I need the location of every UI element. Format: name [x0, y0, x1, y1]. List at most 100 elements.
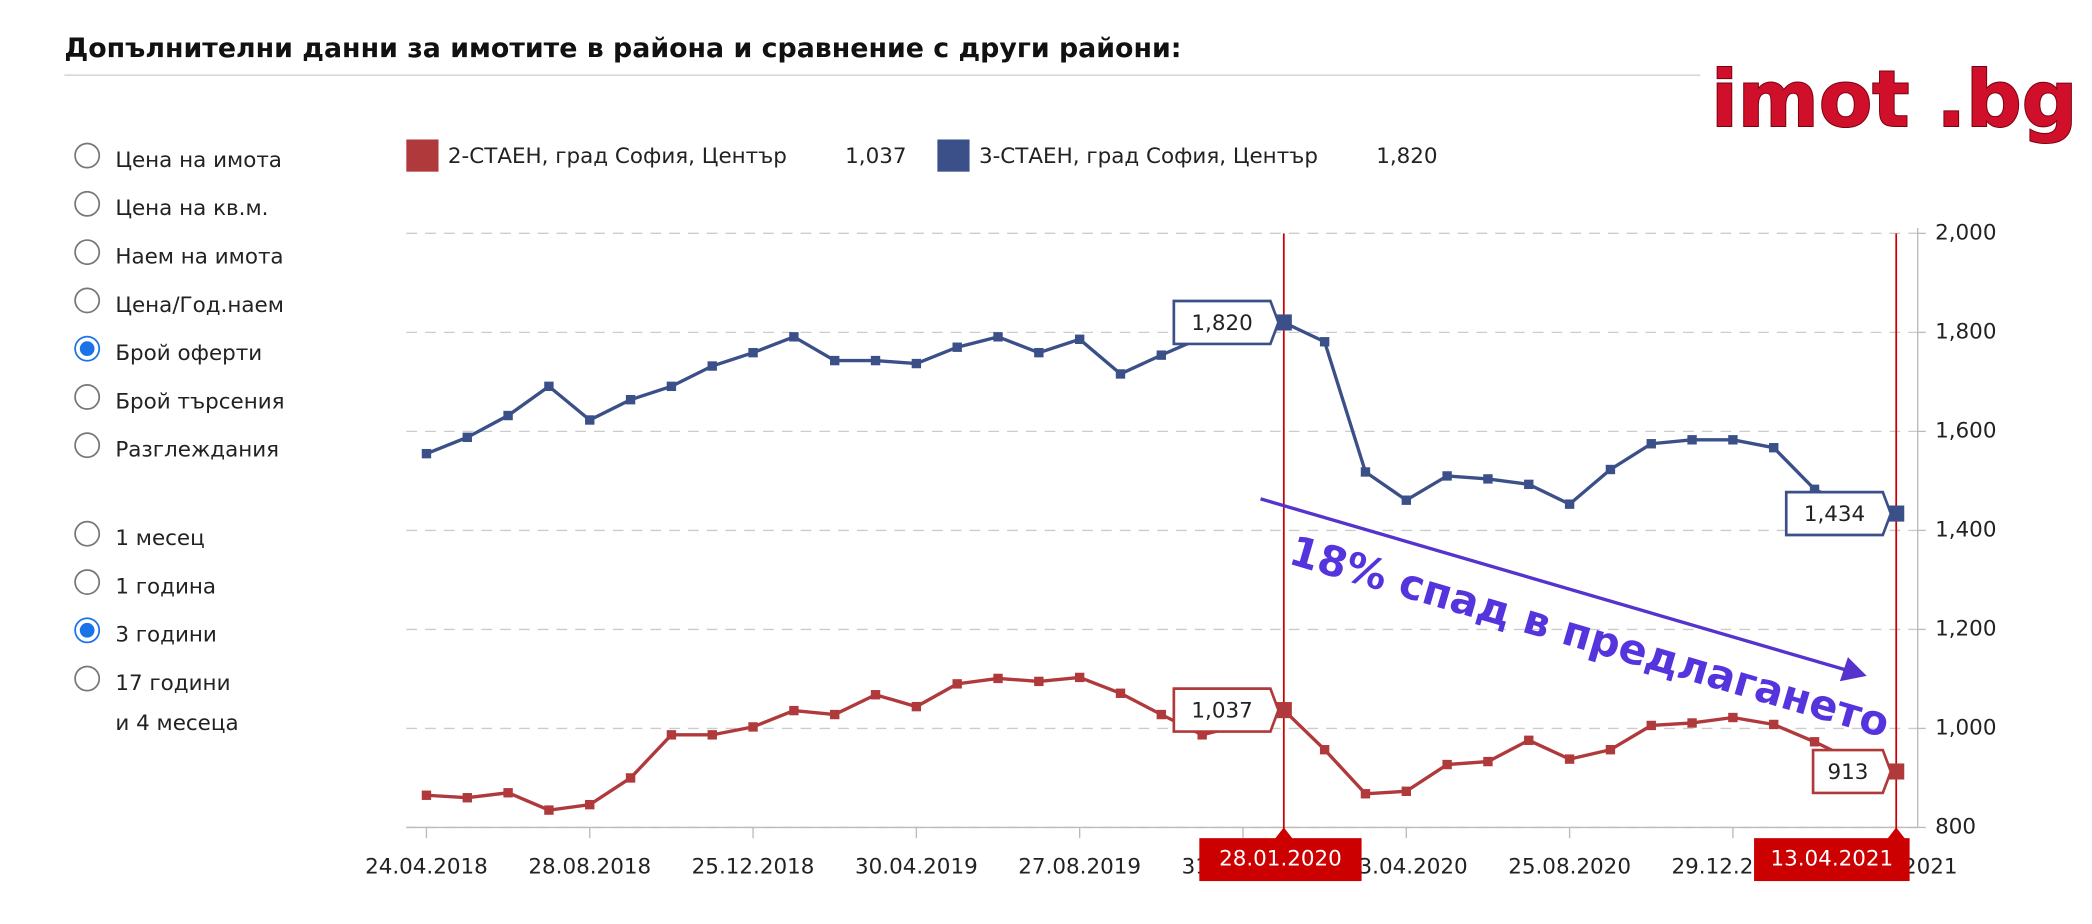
- callout-box: [1172, 299, 1280, 346]
- data-point: [1360, 467, 1371, 477]
- data-point: [462, 793, 472, 803]
- x-tick-label: 25.12.2018: [692, 855, 815, 880]
- data-point: [993, 673, 1003, 684]
- radio-label[interactable]: 17 години: [115, 671, 230, 696]
- radio-label[interactable]: Брой търсения: [115, 389, 284, 414]
- data-point: [1442, 759, 1452, 770]
- data-point: [1728, 712, 1738, 723]
- data-point: [1888, 763, 1905, 780]
- data-point: [1442, 471, 1452, 481]
- legend-value: 1,820: [1376, 144, 1437, 169]
- legend-swatch[interactable]: [937, 139, 970, 172]
- radio-label[interactable]: Цена на кв.м.: [115, 196, 268, 221]
- y-tick-label: 800: [1935, 814, 1976, 839]
- radio-button[interactable]: [74, 569, 101, 595]
- radio-label[interactable]: 3 години: [115, 623, 217, 648]
- data-point: [993, 332, 1003, 342]
- data-point: [666, 381, 677, 392]
- callout-box: [1172, 687, 1280, 733]
- radio-button[interactable]: [74, 665, 101, 692]
- marker-badge: [1199, 838, 1362, 882]
- legend-label[interactable]: 2-СТАЕН, град София, Център: [448, 144, 787, 169]
- data-point: [830, 709, 840, 720]
- callout-label: 913: [1827, 760, 1868, 785]
- data-point: [503, 788, 513, 798]
- x-tick-label: 27.08.2019: [1018, 855, 1141, 880]
- data-point: [1646, 720, 1656, 731]
- data-point: [870, 690, 881, 700]
- radio-label[interactable]: Разглеждания: [115, 438, 279, 463]
- data-point: [1605, 745, 1616, 755]
- radio-button[interactable]: [74, 384, 101, 410]
- data-point: [911, 701, 922, 712]
- y-tick-label: 2,000: [1935, 220, 1996, 245]
- data-point: [1809, 737, 1820, 747]
- radio-button[interactable]: [74, 432, 101, 459]
- radio-button[interactable]: [74, 190, 101, 217]
- radio-label[interactable]: 1 година: [115, 574, 216, 599]
- data-point: [585, 415, 595, 425]
- data-point: [911, 358, 922, 369]
- legend-swatch[interactable]: [406, 139, 439, 172]
- data-point: [1197, 730, 1207, 740]
- data-point: [421, 448, 432, 459]
- y-tick-label: 1,400: [1935, 517, 1996, 542]
- data-point: [1728, 435, 1738, 445]
- data-point: [503, 410, 513, 421]
- data-point: [830, 355, 840, 366]
- callout-label: 1,434: [1804, 502, 1865, 527]
- data-point: [585, 799, 595, 810]
- radio-button[interactable]: [74, 520, 101, 547]
- data-point: [1524, 479, 1534, 490]
- data-point: [1483, 474, 1493, 484]
- radio-label[interactable]: Наем на имота: [115, 244, 283, 269]
- data-point: [666, 730, 677, 740]
- series-line: [426, 675, 1897, 812]
- radio-label[interactable]: Брой оферти: [115, 341, 262, 366]
- data-point: [1401, 786, 1411, 796]
- radio-dot[interactable]: [79, 622, 95, 638]
- data-point: [1319, 745, 1330, 755]
- data-point: [1809, 484, 1820, 494]
- marker-label: 13.04.2021: [1770, 847, 1893, 872]
- data-point: [1034, 676, 1044, 687]
- callout-box: [1784, 490, 1893, 537]
- data-point: [707, 730, 717, 740]
- annotation-arrow: [1260, 497, 1849, 673]
- data-point: [1605, 464, 1616, 475]
- data-point: [952, 342, 962, 352]
- marker-pointer: [1886, 827, 1906, 840]
- legend-value: 1,037: [845, 144, 906, 169]
- page-title: Допълнителни данни за имотите в района и…: [64, 33, 1181, 64]
- radio-button[interactable]: [74, 239, 101, 266]
- radio-label[interactable]: Цена на имота: [115, 148, 282, 173]
- legend-label[interactable]: 3-СТАЕН, град София, Център: [979, 144, 1318, 169]
- data-point: [1115, 688, 1126, 698]
- annotation-arrowhead: [1839, 657, 1867, 682]
- callout-label: 1,037: [1191, 698, 1252, 723]
- data-point: [789, 332, 799, 342]
- radio-button[interactable]: [74, 142, 101, 169]
- radio-label[interactable]: 1 месец: [115, 526, 204, 551]
- data-point: [544, 381, 554, 392]
- data-point: [1483, 756, 1493, 767]
- callout-box: [1811, 748, 1893, 795]
- y-tick-label: 1,000: [1935, 715, 1996, 740]
- logo[interactable]: imot .bg: [1710, 54, 2078, 146]
- x-tick-label: 30.04.2019: [855, 855, 978, 880]
- data-point: [1275, 314, 1292, 331]
- data-point: [1034, 347, 1044, 358]
- data-point: [625, 395, 636, 405]
- radio-dot[interactable]: [79, 341, 95, 357]
- data-point: [1074, 672, 1085, 683]
- data-point: [1074, 334, 1085, 344]
- x-tick-label: 24.04.2018: [365, 855, 488, 880]
- data-point: [1524, 735, 1534, 745]
- radio-sublabel[interactable]: и 4 месеца: [115, 711, 238, 736]
- data-point: [625, 773, 636, 783]
- marker-badge: [1754, 838, 1910, 882]
- radio-label[interactable]: Цена/Год.наем: [115, 293, 284, 318]
- radio-button[interactable]: [74, 287, 101, 314]
